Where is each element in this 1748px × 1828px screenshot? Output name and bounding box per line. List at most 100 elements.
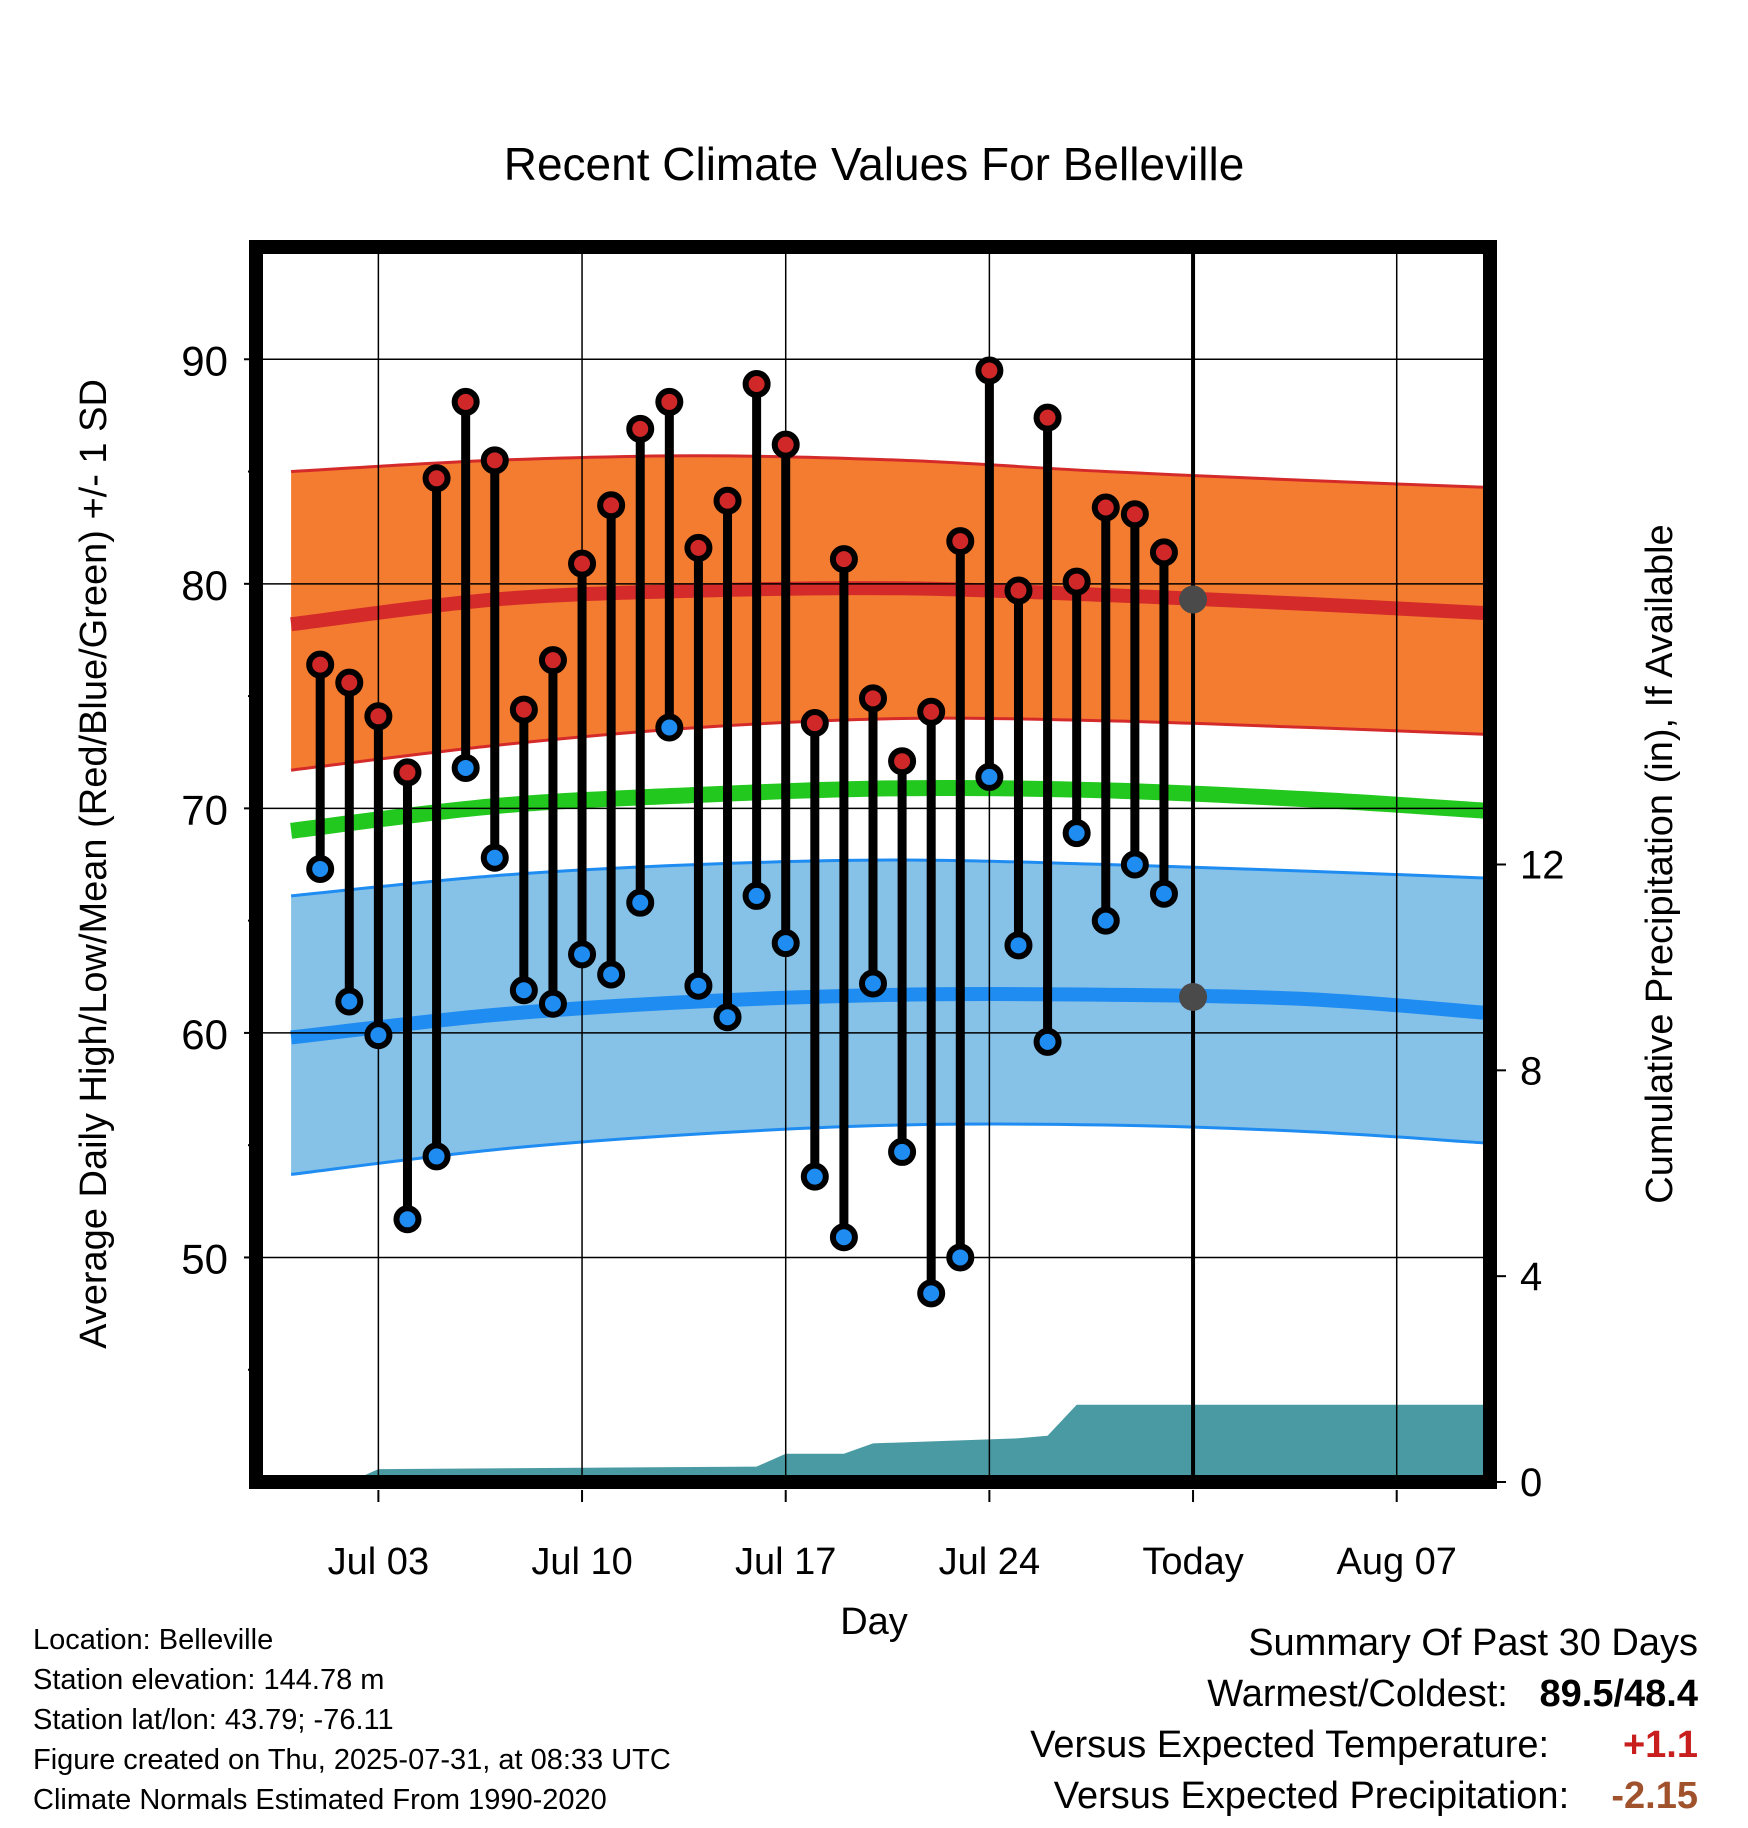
obs-high-point (975, 356, 1004, 385)
x-tick-label: Today (1142, 1541, 1243, 1583)
prcp-anomaly-value: -2.15 (1611, 1775, 1698, 1817)
obs-low-point (480, 843, 509, 872)
obs-low-point (597, 960, 626, 989)
y-tick-label: 50 (181, 1235, 228, 1282)
latlon-text: Station lat/lon: 43.79; -76.11 (33, 1704, 394, 1736)
prcp-anomaly-label: Versus Expected Precipitation: (1053, 1775, 1570, 1817)
obs-low-point (800, 1162, 829, 1191)
obs-low-point (975, 762, 1004, 791)
precip-area (291, 1404, 1484, 1482)
obs-low-point (1033, 1027, 1062, 1056)
y-tick-label: 90 (181, 337, 228, 384)
obs-high-point (393, 758, 422, 787)
x-tick-label: Aug 07 (1336, 1541, 1456, 1583)
obs-low-point (1004, 931, 1033, 960)
y-tick-label: 80 (181, 562, 228, 609)
obs-low-point (713, 1003, 742, 1032)
obs-high-point (800, 709, 829, 738)
obs-high-point (742, 369, 771, 398)
obs-high-point (655, 387, 684, 416)
obs-high-point (1033, 403, 1062, 432)
warmest-label: Warmest/Coldest: (1207, 1673, 1508, 1715)
obs-low-point (1120, 850, 1149, 879)
obs-low-point (1149, 879, 1178, 908)
y2-tick-label: 4 (1520, 1255, 1542, 1299)
obs-high-point (364, 702, 393, 731)
obs-low-point (684, 971, 713, 1000)
obs-low-point (859, 969, 887, 998)
x-axis-label: Day (840, 1601, 908, 1643)
obs-high-point (509, 695, 538, 724)
obs-high-point (451, 387, 480, 416)
obs-high-point (480, 446, 509, 475)
obs-high-point (829, 545, 858, 574)
obs-high-point (946, 527, 975, 556)
elevation-text: Station elevation: 144.78 m (33, 1664, 385, 1696)
obs-low-point (393, 1205, 422, 1234)
obs-low-point (742, 881, 771, 910)
obs-high-point (1149, 538, 1178, 567)
warmest-value: 89.5/48.4 (1539, 1673, 1698, 1715)
summary-title: Summary Of Past 30 Days (1248, 1622, 1698, 1664)
low-sd-band (291, 860, 1484, 1175)
obs-high-point (422, 464, 451, 493)
today-high-avg-marker (1179, 585, 1208, 614)
high-sd-band (291, 455, 1484, 771)
temp-anomaly-label: Versus Expected Temperature: (1030, 1724, 1550, 1766)
obs-high-point (306, 650, 335, 679)
x-tick-label: Jul 03 (328, 1541, 429, 1583)
created-text: Figure created on Thu, 2025-07-31, at 08… (33, 1744, 671, 1776)
x-tick-label: Jul 17 (735, 1541, 836, 1583)
obs-low-point (655, 713, 684, 742)
obs-high-point (771, 430, 800, 459)
obs-high-point (888, 747, 917, 776)
obs-low-point (946, 1243, 975, 1272)
y-tick-label: 70 (181, 786, 228, 833)
obs-low-point (568, 940, 597, 969)
obs-low-point (1091, 906, 1120, 935)
obs-high-point (568, 549, 597, 578)
obs-low-point (451, 753, 480, 782)
obs-high-point (1120, 500, 1149, 529)
y2-tick-label: 8 (1520, 1049, 1542, 1093)
obs-high-point (684, 533, 713, 562)
obs-low-point (917, 1279, 946, 1308)
station-info: Location: Belleville Station elevation: … (33, 1620, 671, 1820)
obs-high-point (917, 697, 946, 726)
obs-low-point (422, 1142, 451, 1171)
chart-title: Recent Climate Values For Belleville (504, 138, 1245, 190)
y2-tick-label: 0 (1520, 1461, 1542, 1505)
obs-high-point (713, 486, 742, 515)
obs-low-point (888, 1137, 917, 1166)
obs-high-point (859, 684, 887, 713)
obs-low-point (771, 929, 800, 958)
temp-anomaly-value: +1.1 (1622, 1724, 1698, 1766)
obs-low-point (829, 1223, 858, 1252)
today-low-avg-marker (1179, 982, 1208, 1011)
obs-high-point (538, 646, 567, 675)
obs-low-point (1062, 819, 1091, 848)
prcp-anomaly-row: Versus Expected Precipitation: -2.15 (1030, 1771, 1698, 1822)
obs-low-point (335, 987, 364, 1016)
summary-panel: Summary Of Past 30 Days Warmest/Coldest:… (1030, 1618, 1698, 1822)
obs-high-point (1091, 493, 1120, 522)
obs-high-point (1062, 567, 1091, 596)
obs-high-point (335, 668, 364, 697)
y2-tick-label: 12 (1520, 844, 1565, 888)
obs-high-point (626, 414, 655, 443)
obs-low-point (509, 976, 538, 1005)
y2-axis-label: Cumulative Precipitation (in), If Availa… (1639, 524, 1681, 1203)
obs-low-point (364, 1021, 393, 1050)
obs-low-point (538, 989, 567, 1018)
x-tick-label: Jul 24 (939, 1541, 1040, 1583)
warmest-coldest-row: Warmest/Coldest: 89.5/48.4 (1030, 1669, 1698, 1720)
obs-high-point (1004, 576, 1033, 605)
x-tick-label: Jul 10 (531, 1541, 632, 1583)
y-axis-label: Average Daily High/Low/Mean (Red/Blue/Gr… (73, 379, 115, 1349)
obs-high-point (597, 491, 626, 520)
location-text: Location: Belleville (33, 1624, 274, 1656)
y-tick-label: 60 (181, 1011, 228, 1058)
normals-text: Climate Normals Estimated From 1990-2020 (33, 1784, 607, 1816)
mean-normal-line (290, 779, 1484, 839)
